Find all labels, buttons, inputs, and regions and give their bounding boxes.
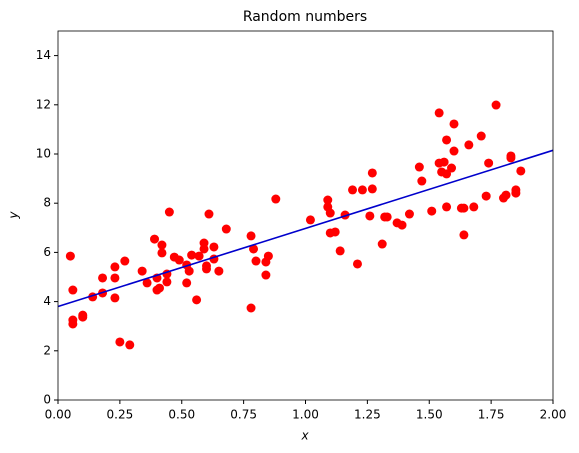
point bbox=[506, 151, 516, 161]
point bbox=[352, 259, 362, 269]
point bbox=[137, 266, 147, 276]
point bbox=[98, 273, 108, 283]
y-tick-label: 2 bbox=[43, 343, 51, 357]
x-tick-label: 1.75 bbox=[478, 408, 505, 422]
x-tick-label: 2.00 bbox=[540, 408, 567, 422]
point bbox=[68, 319, 78, 329]
point bbox=[115, 337, 125, 347]
point bbox=[476, 131, 486, 141]
point bbox=[323, 195, 333, 205]
x-tick-label: 1.00 bbox=[292, 408, 319, 422]
point bbox=[110, 273, 120, 283]
point bbox=[330, 227, 340, 237]
y-tick-label: 4 bbox=[43, 294, 51, 308]
point bbox=[397, 220, 407, 230]
point bbox=[377, 239, 387, 249]
x-tick-label: 0.00 bbox=[45, 408, 72, 422]
point bbox=[154, 283, 164, 293]
x-tick-label: 1.25 bbox=[354, 408, 381, 422]
point bbox=[157, 248, 167, 258]
point bbox=[157, 240, 167, 250]
point bbox=[194, 251, 204, 261]
point bbox=[484, 158, 494, 168]
x-tick-label: 0.50 bbox=[168, 408, 195, 422]
point bbox=[516, 166, 526, 176]
point bbox=[150, 234, 160, 244]
y-tick-label: 10 bbox=[36, 147, 51, 161]
point bbox=[491, 100, 501, 110]
point bbox=[365, 211, 375, 221]
point bbox=[199, 244, 209, 254]
y-tick-label: 14 bbox=[36, 48, 51, 62]
y-tick-label: 6 bbox=[43, 245, 51, 259]
point bbox=[271, 194, 281, 204]
point bbox=[469, 202, 479, 212]
y-tick-label: 12 bbox=[36, 97, 51, 111]
point bbox=[246, 303, 256, 313]
point bbox=[174, 255, 184, 265]
point bbox=[442, 169, 452, 179]
point bbox=[449, 146, 459, 156]
point bbox=[202, 264, 211, 274]
point bbox=[367, 184, 377, 194]
point bbox=[325, 208, 335, 218]
point bbox=[125, 340, 135, 350]
point bbox=[261, 270, 271, 280]
point bbox=[481, 191, 491, 201]
point bbox=[459, 203, 469, 213]
point bbox=[251, 256, 261, 266]
point bbox=[65, 251, 75, 261]
x-tick-label: 0.25 bbox=[107, 408, 134, 422]
point bbox=[449, 119, 459, 129]
point bbox=[348, 185, 358, 195]
point bbox=[263, 251, 273, 261]
y-tick-label: 0 bbox=[43, 393, 51, 407]
point bbox=[204, 209, 214, 219]
x-tick-label: 1.50 bbox=[416, 408, 443, 422]
point bbox=[110, 262, 120, 272]
point bbox=[164, 207, 174, 217]
point bbox=[417, 176, 427, 186]
point bbox=[162, 277, 172, 287]
fit-line bbox=[57, 149, 554, 308]
point bbox=[78, 310, 88, 320]
point bbox=[447, 163, 457, 173]
point bbox=[214, 266, 224, 276]
point bbox=[120, 256, 130, 266]
x-axis-label: x bbox=[300, 429, 309, 443]
chart-title: Random numbers bbox=[243, 9, 367, 25]
point bbox=[335, 246, 345, 256]
plot-frame bbox=[57, 30, 554, 401]
y-tick-label: 8 bbox=[43, 196, 51, 210]
point bbox=[110, 293, 120, 303]
point bbox=[142, 278, 152, 288]
point bbox=[68, 285, 78, 295]
point bbox=[459, 230, 469, 240]
point bbox=[434, 108, 444, 118]
y-axis-label: y bbox=[7, 211, 21, 220]
point bbox=[249, 244, 259, 254]
point bbox=[427, 206, 437, 216]
x-tick-label: 0.75 bbox=[230, 408, 257, 422]
point bbox=[357, 185, 367, 195]
point bbox=[414, 162, 424, 172]
point bbox=[501, 190, 511, 200]
point bbox=[464, 140, 474, 150]
point bbox=[404, 209, 414, 219]
point bbox=[439, 157, 449, 167]
point bbox=[221, 224, 231, 234]
point bbox=[382, 212, 392, 222]
point bbox=[305, 215, 315, 225]
point bbox=[246, 231, 256, 241]
point bbox=[182, 278, 192, 288]
point bbox=[442, 202, 452, 212]
point bbox=[367, 168, 377, 178]
point bbox=[209, 242, 219, 252]
point bbox=[184, 266, 194, 276]
point bbox=[192, 295, 202, 305]
point bbox=[187, 250, 197, 260]
point bbox=[511, 188, 521, 198]
point bbox=[442, 135, 452, 145]
